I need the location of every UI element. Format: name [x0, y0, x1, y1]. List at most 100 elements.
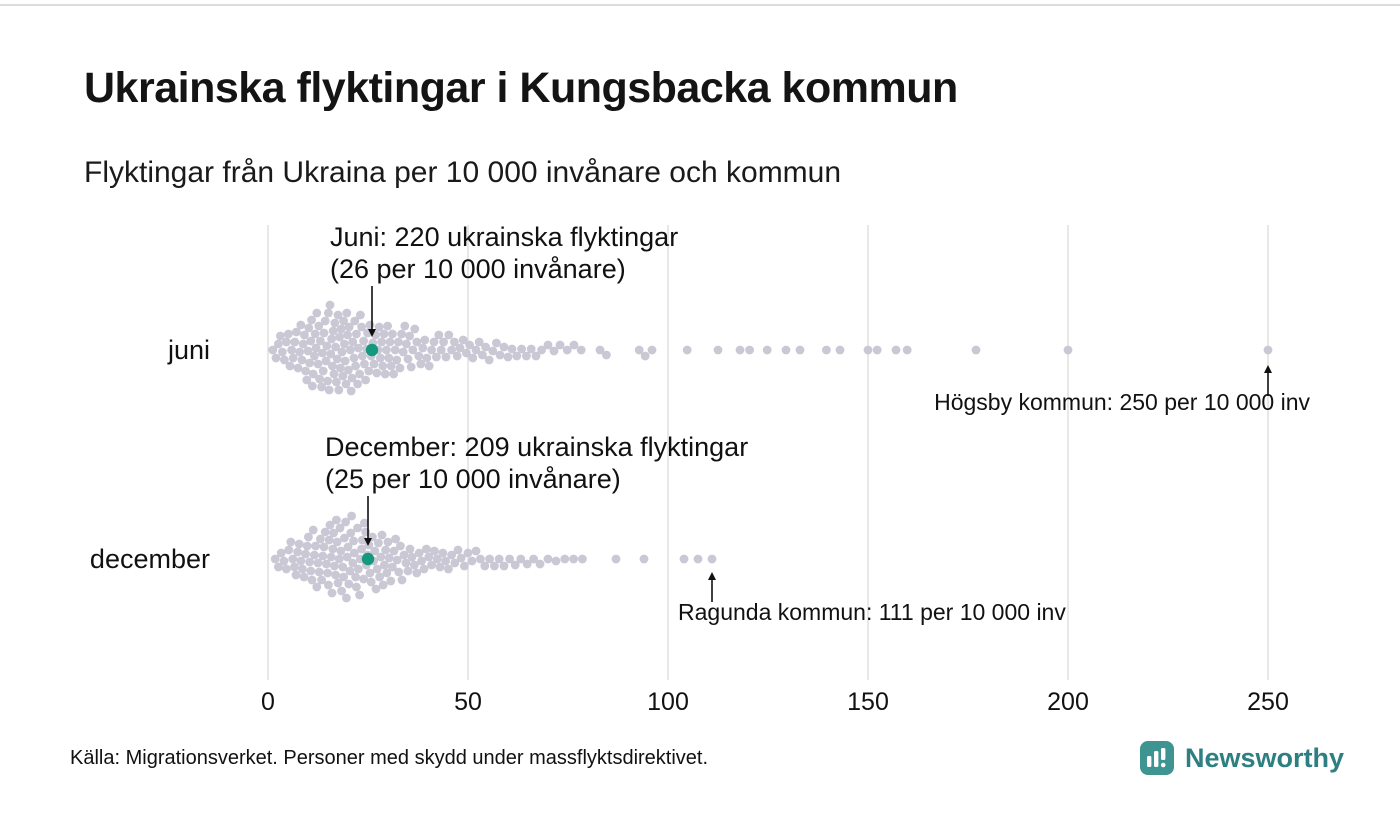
municipality-dot: [347, 373, 357, 383]
municipality-dot: [322, 341, 332, 351]
municipality-dot: [503, 352, 513, 362]
municipality-dot: [403, 566, 413, 576]
municipality-dot: [569, 554, 578, 564]
annotation-juni-line2: (26 per 10 000 invånare): [330, 254, 626, 284]
municipality-dot: [522, 351, 531, 361]
municipality-dot: [611, 554, 621, 564]
municipality-dot: [376, 552, 386, 562]
municipality-dot: [338, 371, 348, 381]
municipality-dot: [389, 369, 398, 379]
municipality-dot: [304, 532, 313, 542]
municipality-dot: [336, 546, 346, 556]
municipality-dot: [386, 576, 396, 586]
municipality-dot: [323, 568, 332, 578]
municipality-dot: [679, 554, 689, 564]
municipality-dot: [543, 554, 553, 564]
municipality-dot: [330, 318, 340, 328]
municipality-dot: [576, 345, 586, 355]
municipality-dot: [465, 340, 474, 350]
municipality-dot: [398, 347, 408, 357]
municipality-dot: [355, 369, 364, 379]
municipality-dot: [348, 558, 358, 568]
municipality-dot: [341, 517, 350, 527]
municipality-dot: [333, 310, 343, 320]
municipality-dot: [320, 527, 330, 537]
municipality-dot: [339, 316, 348, 326]
municipality-dot: [872, 345, 882, 355]
municipality-dot: [507, 344, 517, 354]
municipality-dot: [474, 337, 484, 347]
municipality-dot: [403, 354, 413, 364]
municipality-dot: [332, 537, 342, 547]
municipality-dot: [822, 345, 831, 355]
municipality-dot: [351, 361, 360, 371]
municipality-dot: [302, 541, 312, 551]
municipality-dot: [360, 518, 369, 528]
municipality-dot: [438, 548, 448, 558]
municipality-dot: [560, 554, 570, 564]
municipality-dot: [354, 343, 363, 353]
municipality-dot: [291, 570, 301, 580]
municipality-dot: [435, 562, 445, 572]
municipality-dot: [310, 550, 319, 560]
municipality-dot: [365, 568, 375, 578]
municipality-dot: [326, 349, 336, 359]
municipality-dot: [359, 574, 368, 584]
municipality-dot: [395, 363, 405, 373]
municipality-dot: [322, 559, 331, 569]
municipality-dot: [325, 300, 335, 310]
municipality-dot: [323, 376, 332, 386]
municipality-dot: [377, 337, 386, 347]
municipality-dot: [390, 345, 400, 355]
municipality-dot: [284, 545, 294, 555]
municipality-dot: [308, 381, 317, 391]
municipality-dot: [308, 525, 318, 535]
municipality-dot: [345, 566, 355, 576]
municipality-dot: [330, 561, 339, 571]
municipality-dot: [318, 551, 328, 561]
municipality-dot: [762, 345, 772, 355]
municipality-dot: [308, 369, 318, 379]
municipality-dot: [357, 322, 366, 332]
municipality-dot: [408, 345, 418, 355]
municipality-dot: [971, 345, 981, 355]
municipality-dot: [444, 564, 453, 574]
municipality-dot: [381, 545, 390, 555]
municipality-dot: [400, 321, 410, 331]
municipality-dot: [693, 554, 703, 564]
municipality-dot: [432, 554, 442, 564]
municipality-dot: [353, 379, 362, 389]
annotation-december-line2: (25 per 10 000 invånare): [325, 464, 621, 494]
municipality-dot: [463, 548, 473, 558]
municipality-dot: [358, 351, 367, 361]
municipality-dot: [462, 348, 471, 358]
municipality-dot: [735, 345, 745, 355]
municipality-dot: [713, 345, 723, 355]
municipality-dot: [310, 329, 320, 339]
municipality-dot: [1063, 345, 1073, 355]
municipality-dot: [407, 552, 417, 562]
municipality-dot: [337, 347, 347, 357]
municipality-dot: [346, 386, 356, 396]
municipality-dot: [441, 556, 450, 566]
municipality-dot: [835, 345, 845, 355]
municipality-dot: [286, 537, 296, 547]
municipality-dot: [282, 337, 291, 347]
chart-subtitle: Flyktingar från Ukraina per 10 000 invån…: [84, 156, 842, 189]
municipality-dot: [295, 347, 304, 357]
municipality-dot: [369, 359, 379, 369]
municipality-dot: [314, 321, 324, 331]
annotation-juni-line1: Juni: 220 ukrainska flyktingar: [330, 222, 678, 252]
municipality-dot: [444, 330, 454, 340]
municipality-dot: [328, 361, 337, 371]
x-tick-150: 150: [847, 688, 889, 716]
municipality-dot: [543, 340, 553, 350]
municipality-dot: [340, 356, 350, 366]
municipality-dot: [492, 338, 501, 348]
municipality-dot: [340, 339, 349, 349]
municipality-dot: [365, 320, 375, 330]
municipality-dot: [298, 339, 308, 349]
municipality-dot: [346, 345, 355, 355]
municipality-dot: [274, 562, 283, 572]
municipality-dot: [447, 345, 456, 355]
